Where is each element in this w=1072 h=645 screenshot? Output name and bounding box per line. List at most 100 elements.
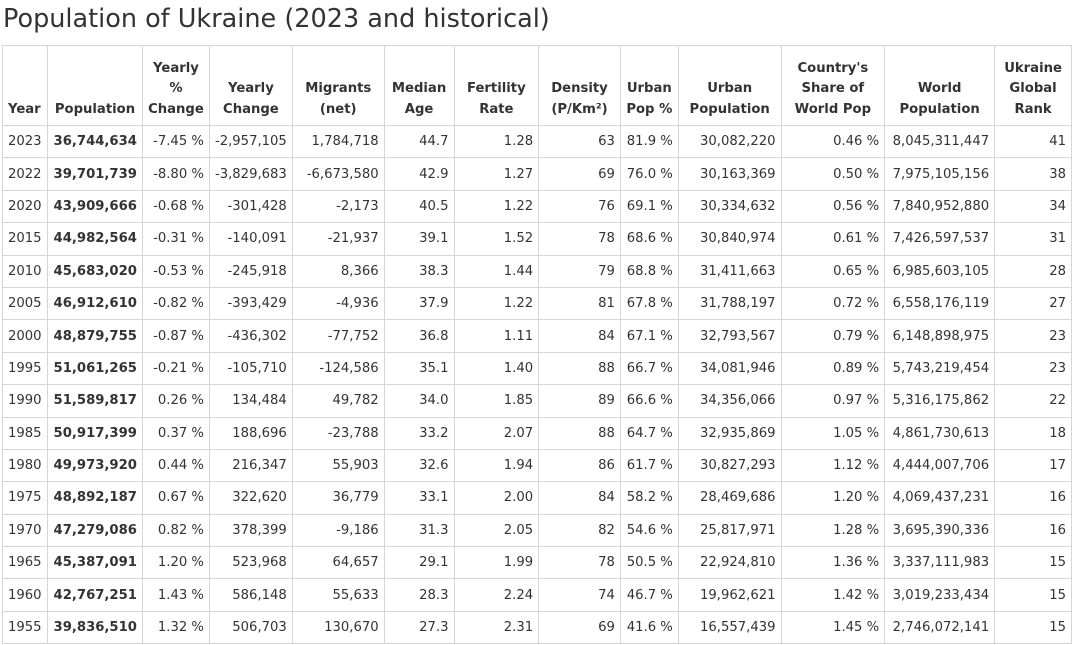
cell-world-population: 6,148,898,975 xyxy=(884,319,996,353)
cell-yearly-change: 586,148 xyxy=(208,578,293,612)
cell-yearly-pct-change: -0.68 % xyxy=(141,189,210,224)
cell-global-rank: 34 xyxy=(994,189,1072,224)
cell-yearly-change: -140,091 xyxy=(208,222,293,256)
column-header-yearly-pct-change: Yearly% Change xyxy=(141,45,210,126)
column-header-global-rank: Ukraine Global Rank xyxy=(994,45,1072,126)
cell-migrants-net: -124,586 xyxy=(291,351,385,386)
cell-fertility-rate: 1.28 xyxy=(453,124,540,159)
cell-density: 74 xyxy=(538,578,621,612)
cell-year: 2005 xyxy=(2,286,48,321)
cell-median-age: 33.2 xyxy=(383,416,455,450)
cell-yearly-change: 506,703 xyxy=(208,610,293,645)
cell-urban-population: 19,962,621 xyxy=(677,578,782,612)
column-header-median-age: Median Age xyxy=(383,45,455,126)
column-header-density: Density (P/Km²) xyxy=(538,45,621,126)
cell-year: 2000 xyxy=(2,319,48,353)
cell-world-pop-share: 1.45 % xyxy=(780,610,886,645)
cell-population: 48,879,755 xyxy=(46,319,143,353)
table-row: 1955 39,836,510 1.32 % 506,703 130,670 27.3 2.… xyxy=(2,610,1072,645)
cell-population: 43,909,666 xyxy=(46,189,143,224)
cell-yearly-pct-change: 0.37 % xyxy=(141,416,210,450)
cell-population: 51,061,265 xyxy=(46,351,143,386)
cell-fertility-rate: 1.40 xyxy=(453,351,540,386)
cell-median-age: 35.1 xyxy=(383,351,455,386)
cell-fertility-rate: 2.00 xyxy=(453,481,540,515)
table-row: 1965 45,387,091 1.20 % 523,968 64,657 29.1 1.9… xyxy=(2,546,1072,580)
column-header-line: Population xyxy=(899,101,980,117)
cell-global-rank: 18 xyxy=(994,416,1072,450)
cell-year: 1995 xyxy=(2,351,48,386)
cell-median-age: 27.3 xyxy=(383,610,455,645)
cell-yearly-pct-change: 1.43 % xyxy=(141,578,210,612)
cell-density: 88 xyxy=(538,416,621,450)
cell-yearly-change: 523,968 xyxy=(208,546,293,580)
column-header-line: Yearly xyxy=(153,60,199,76)
column-header-line: World xyxy=(917,81,962,96)
column-header-line: Change xyxy=(148,101,204,117)
cell-world-pop-share: 1.20 % xyxy=(780,481,886,515)
cell-urban-pop-pct: 69.1 % xyxy=(619,189,679,224)
cell-urban-pop-pct: 46.7 % xyxy=(619,578,679,612)
cell-global-rank: 16 xyxy=(994,481,1072,515)
cell-density: 81 xyxy=(538,286,621,321)
column-header-urban-pop-pct: Urban Pop % xyxy=(619,45,679,126)
cell-global-rank: 22 xyxy=(994,384,1072,418)
cell-urban-population: 32,793,567 xyxy=(677,319,782,353)
cell-urban-population: 31,411,663 xyxy=(677,254,782,288)
cell-global-rank: 15 xyxy=(994,610,1072,645)
cell-yearly-pct-change: -0.82 % xyxy=(141,286,210,321)
cell-yearly-change: -3,829,683 xyxy=(208,157,293,191)
table-row: 1990 51,589,817 0.26 % 134,484 49,782 34.0 1.8… xyxy=(2,384,1072,418)
cell-urban-population: 30,334,632 xyxy=(677,189,782,224)
cell-migrants-net: 64,657 xyxy=(291,546,385,580)
column-header-line: (net) xyxy=(319,101,357,117)
column-header-migrants-net: Migrants (net) xyxy=(291,45,385,126)
cell-migrants-net: -23,788 xyxy=(291,416,385,450)
cell-yearly-change: -245,918 xyxy=(208,254,293,288)
cell-migrants-net: -21,937 xyxy=(291,222,385,256)
cell-population: 36,744,634 xyxy=(46,124,143,159)
cell-global-rank: 28 xyxy=(994,254,1072,288)
cell-median-age: 29.1 xyxy=(383,546,455,580)
cell-yearly-change: -436,302 xyxy=(208,319,293,353)
cell-world-pop-share: 1.05 % xyxy=(780,416,886,450)
cell-year: 1990 xyxy=(2,384,48,418)
cell-urban-pop-pct: 68.8 % xyxy=(619,254,679,288)
cell-world-pop-share: 0.61 % xyxy=(780,222,886,256)
cell-world-pop-share: 0.79 % xyxy=(780,319,886,353)
cell-world-pop-share: 0.46 % xyxy=(780,124,886,159)
cell-world-pop-share: 0.65 % xyxy=(780,254,886,288)
table-row: 1980 49,973,920 0.44 % 216,347 55,903 32.6 1.9… xyxy=(2,448,1072,483)
cell-world-population: 8,045,311,447 xyxy=(884,124,996,159)
cell-world-pop-share: 1.36 % xyxy=(780,546,886,580)
cell-population: 42,767,251 xyxy=(46,578,143,612)
column-header-line: Rank xyxy=(1014,101,1052,117)
cell-median-age: 42.9 xyxy=(383,157,455,191)
table-row: 1995 51,061,265 -0.21 % -105,710 -124,586 35.… xyxy=(2,351,1072,386)
cell-yearly-change: -301,428 xyxy=(208,189,293,224)
cell-urban-population: 30,082,220 xyxy=(677,124,782,159)
cell-urban-population: 25,817,971 xyxy=(677,513,782,548)
cell-density: 69 xyxy=(538,157,621,191)
cell-urban-population: 34,356,066 xyxy=(677,384,782,418)
cell-world-population: 7,426,597,537 xyxy=(884,222,996,256)
cell-median-age: 44.7 xyxy=(383,124,455,159)
cell-world-pop-share: 1.42 % xyxy=(780,578,886,612)
cell-yearly-pct-change: 0.82 % xyxy=(141,513,210,548)
cell-year: 2010 xyxy=(2,254,48,288)
cell-world-pop-share: 0.72 % xyxy=(780,286,886,321)
cell-global-rank: 41 xyxy=(994,124,1072,159)
cell-migrants-net: -4,936 xyxy=(291,286,385,321)
column-header-line: Pop % xyxy=(626,101,673,117)
cell-yearly-change: -2,957,105 xyxy=(208,124,293,159)
cell-population: 50,917,399 xyxy=(46,416,143,450)
cell-global-rank: 16 xyxy=(994,513,1072,548)
column-header-yearly-change: Yearly Change xyxy=(208,45,293,126)
cell-median-age: 34.0 xyxy=(383,384,455,418)
cell-world-population: 7,975,105,156 xyxy=(884,157,996,191)
cell-year: 2022 xyxy=(2,157,48,191)
table-row: 2010 45,683,020 -0.53 % -245,918 8,366 38.3 1.… xyxy=(2,254,1072,288)
cell-urban-pop-pct: 66.6 % xyxy=(619,384,679,418)
column-header-line: Country's xyxy=(797,60,869,76)
cell-fertility-rate: 1.52 xyxy=(453,222,540,256)
